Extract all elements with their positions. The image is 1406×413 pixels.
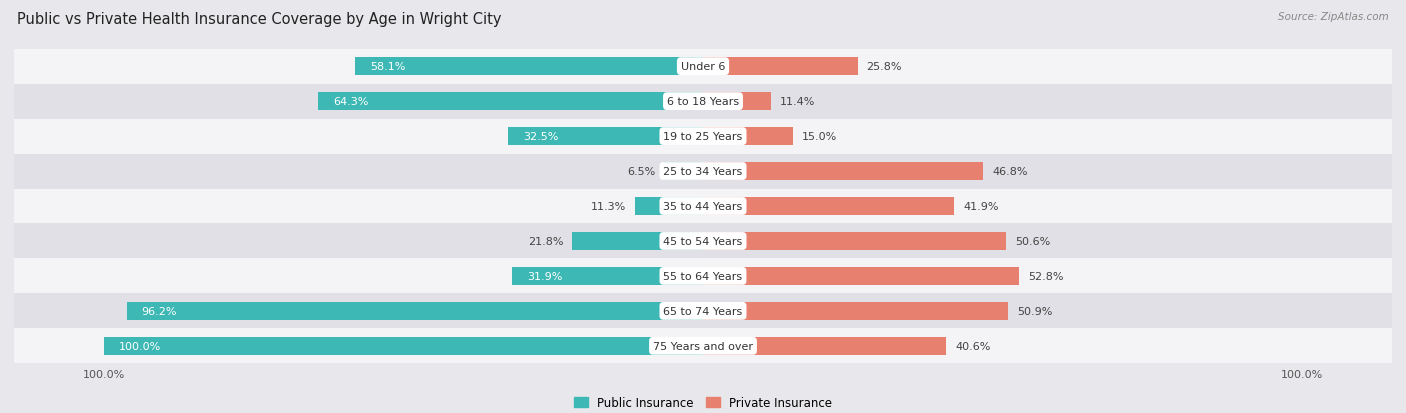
Bar bbox=[127, 302, 703, 320]
Text: 35 to 44 Years: 35 to 44 Years bbox=[664, 202, 742, 211]
Bar bbox=[703, 267, 1019, 285]
Text: 11.4%: 11.4% bbox=[780, 97, 815, 107]
Text: 100.0%: 100.0% bbox=[120, 341, 162, 351]
Text: 15.0%: 15.0% bbox=[801, 132, 837, 142]
Text: 96.2%: 96.2% bbox=[142, 306, 177, 316]
Text: 32.5%: 32.5% bbox=[523, 132, 558, 142]
Bar bbox=[14, 50, 1392, 84]
Bar bbox=[318, 93, 703, 111]
Bar bbox=[664, 163, 703, 181]
Bar bbox=[572, 232, 703, 250]
Text: 64.3%: 64.3% bbox=[333, 97, 368, 107]
Bar bbox=[703, 58, 858, 76]
Text: 25.8%: 25.8% bbox=[866, 62, 903, 72]
Bar bbox=[14, 329, 1392, 363]
Bar bbox=[104, 337, 703, 355]
Bar bbox=[14, 224, 1392, 259]
Text: 25 to 34 Years: 25 to 34 Years bbox=[664, 166, 742, 177]
Bar bbox=[703, 197, 955, 216]
Bar bbox=[354, 58, 703, 76]
Text: 11.3%: 11.3% bbox=[591, 202, 626, 211]
Bar bbox=[703, 302, 1008, 320]
Text: Source: ZipAtlas.com: Source: ZipAtlas.com bbox=[1278, 12, 1389, 22]
Text: 50.9%: 50.9% bbox=[1017, 306, 1052, 316]
Text: 65 to 74 Years: 65 to 74 Years bbox=[664, 306, 742, 316]
Bar bbox=[703, 128, 793, 146]
Bar bbox=[14, 154, 1392, 189]
Legend: Public Insurance, Private Insurance: Public Insurance, Private Insurance bbox=[569, 392, 837, 413]
Text: 41.9%: 41.9% bbox=[963, 202, 998, 211]
Bar bbox=[703, 337, 946, 355]
Text: 6 to 18 Years: 6 to 18 Years bbox=[666, 97, 740, 107]
Text: 55 to 64 Years: 55 to 64 Years bbox=[664, 271, 742, 281]
Text: 58.1%: 58.1% bbox=[370, 62, 405, 72]
Bar bbox=[14, 294, 1392, 329]
Bar bbox=[14, 119, 1392, 154]
Bar bbox=[703, 232, 1007, 250]
Bar bbox=[703, 93, 772, 111]
Text: 6.5%: 6.5% bbox=[627, 166, 655, 177]
Text: 46.8%: 46.8% bbox=[993, 166, 1028, 177]
Text: 45 to 54 Years: 45 to 54 Years bbox=[664, 236, 742, 247]
Text: Public vs Private Health Insurance Coverage by Age in Wright City: Public vs Private Health Insurance Cover… bbox=[17, 12, 502, 27]
Text: 52.8%: 52.8% bbox=[1028, 271, 1064, 281]
Bar bbox=[509, 128, 703, 146]
Text: 75 Years and over: 75 Years and over bbox=[652, 341, 754, 351]
Bar bbox=[703, 163, 983, 181]
Bar bbox=[636, 197, 703, 216]
Text: Under 6: Under 6 bbox=[681, 62, 725, 72]
Text: 40.6%: 40.6% bbox=[955, 341, 991, 351]
Text: 50.6%: 50.6% bbox=[1015, 236, 1050, 247]
Text: 31.9%: 31.9% bbox=[527, 271, 562, 281]
Bar bbox=[14, 259, 1392, 294]
Text: 19 to 25 Years: 19 to 25 Years bbox=[664, 132, 742, 142]
Bar bbox=[512, 267, 703, 285]
Bar bbox=[14, 84, 1392, 119]
Text: 21.8%: 21.8% bbox=[527, 236, 564, 247]
Bar bbox=[14, 189, 1392, 224]
